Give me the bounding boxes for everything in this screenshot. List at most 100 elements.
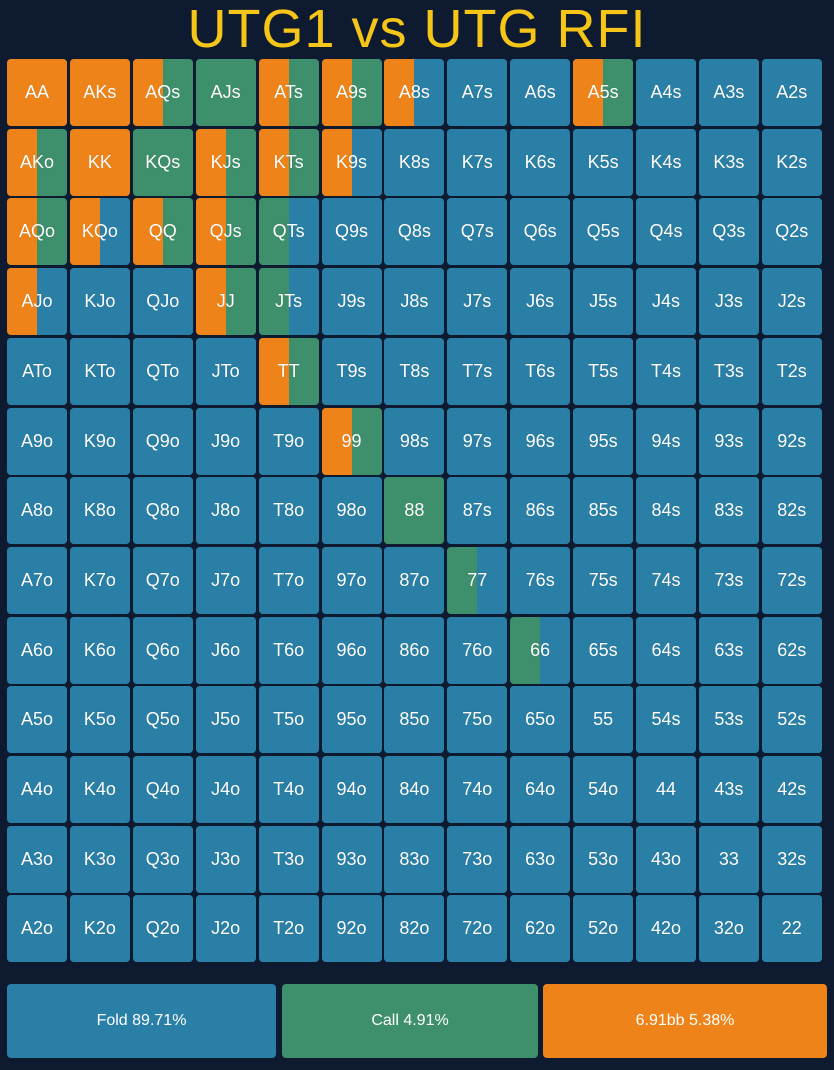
hand-cell-Q9o[interactable]: Q9o xyxy=(132,407,193,475)
legend-raise[interactable]: 6.91bb 5.38% xyxy=(543,984,827,1058)
hand-cell-T6s[interactable]: T6s xyxy=(510,337,571,405)
hand-cell-T8o[interactable]: T8o xyxy=(258,477,319,545)
hand-cell-53s[interactable]: 53s xyxy=(698,686,759,754)
hand-cell-K9s[interactable]: K9s xyxy=(321,128,382,196)
hand-cell-J6s[interactable]: J6s xyxy=(510,268,571,336)
hand-cell-K5s[interactable]: K5s xyxy=(573,128,634,196)
hand-cell-K8o[interactable]: K8o xyxy=(69,477,130,545)
hand-cell-T4s[interactable]: T4s xyxy=(636,337,696,405)
hand-cell-J7o[interactable]: J7o xyxy=(195,546,256,614)
hand-cell-84o[interactable]: 84o xyxy=(384,756,445,823)
hand-cell-QJo[interactable]: QJo xyxy=(132,268,193,336)
hand-cell-A2s[interactable]: A2s xyxy=(761,59,822,126)
hand-cell-Q7s[interactable]: Q7s xyxy=(447,198,508,266)
hand-cell-K2s[interactable]: K2s xyxy=(761,128,822,196)
hand-cell-A7s[interactable]: A7s xyxy=(447,59,508,126)
hand-cell-75s[interactable]: 75s xyxy=(573,546,634,614)
hand-cell-Q6o[interactable]: Q6o xyxy=(132,616,193,684)
hand-cell-A9o[interactable]: A9o xyxy=(7,407,67,475)
hand-cell-TT[interactable]: TT xyxy=(258,337,319,405)
hand-cell-K4o[interactable]: K4o xyxy=(69,756,130,823)
hand-cell-QQ[interactable]: QQ xyxy=(132,198,193,266)
hand-cell-ATo[interactable]: ATo xyxy=(7,337,67,405)
hand-cell-AJo[interactable]: AJo xyxy=(7,268,67,336)
hand-cell-T5o[interactable]: T5o xyxy=(258,686,319,754)
hand-cell-72o[interactable]: 72o xyxy=(447,895,508,963)
hand-cell-63o[interactable]: 63o xyxy=(510,825,571,893)
hand-cell-98o[interactable]: 98o xyxy=(321,477,382,545)
hand-cell-J9o[interactable]: J9o xyxy=(195,407,256,475)
hand-cell-87s[interactable]: 87s xyxy=(447,477,508,545)
hand-cell-97s[interactable]: 97s xyxy=(447,407,508,475)
hand-cell-K3s[interactable]: K3s xyxy=(698,128,759,196)
hand-cell-T7o[interactable]: T7o xyxy=(258,546,319,614)
hand-cell-83o[interactable]: 83o xyxy=(384,825,445,893)
hand-cell-QTo[interactable]: QTo xyxy=(132,337,193,405)
hand-cell-64s[interactable]: 64s xyxy=(636,616,696,684)
hand-cell-75o[interactable]: 75o xyxy=(447,686,508,754)
hand-cell-55[interactable]: 55 xyxy=(573,686,634,754)
hand-cell-95s[interactable]: 95s xyxy=(573,407,634,475)
hand-cell-T6o[interactable]: T6o xyxy=(258,616,319,684)
hand-cell-ATs[interactable]: ATs xyxy=(258,59,319,126)
hand-cell-Q4o[interactable]: Q4o xyxy=(132,756,193,823)
hand-cell-J5s[interactable]: J5s xyxy=(573,268,634,336)
hand-cell-85o[interactable]: 85o xyxy=(384,686,445,754)
legend-fold[interactable]: Fold 89.71% xyxy=(7,984,276,1058)
hand-cell-33[interactable]: 33 xyxy=(698,825,759,893)
hand-cell-65s[interactable]: 65s xyxy=(573,616,634,684)
hand-cell-AKs[interactable]: AKs xyxy=(69,59,130,126)
hand-cell-65o[interactable]: 65o xyxy=(510,686,571,754)
hand-cell-J7s[interactable]: J7s xyxy=(447,268,508,336)
hand-cell-95o[interactable]: 95o xyxy=(321,686,382,754)
hand-cell-43o[interactable]: 43o xyxy=(636,825,696,893)
hand-cell-A6o[interactable]: A6o xyxy=(7,616,67,684)
hand-cell-Q8s[interactable]: Q8s xyxy=(384,198,445,266)
hand-cell-T9o[interactable]: T9o xyxy=(258,407,319,475)
hand-cell-Q2o[interactable]: Q2o xyxy=(132,895,193,963)
hand-cell-T7s[interactable]: T7s xyxy=(447,337,508,405)
hand-cell-96o[interactable]: 96o xyxy=(321,616,382,684)
hand-cell-94o[interactable]: 94o xyxy=(321,756,382,823)
hand-cell-K6s[interactable]: K6s xyxy=(510,128,571,196)
hand-cell-AQo[interactable]: AQo xyxy=(7,198,67,266)
hand-cell-J8o[interactable]: J8o xyxy=(195,477,256,545)
hand-cell-83s[interactable]: 83s xyxy=(698,477,759,545)
hand-cell-K2o[interactable]: K2o xyxy=(69,895,130,963)
hand-cell-KJs[interactable]: KJs xyxy=(195,128,256,196)
hand-cell-A3s[interactable]: A3s xyxy=(698,59,759,126)
hand-cell-AQs[interactable]: AQs xyxy=(132,59,193,126)
legend-call[interactable]: Call 4.91% xyxy=(282,984,538,1058)
hand-cell-22[interactable]: 22 xyxy=(761,895,822,963)
hand-cell-44[interactable]: 44 xyxy=(636,756,696,823)
hand-cell-A9s[interactable]: A9s xyxy=(321,59,382,126)
hand-cell-98s[interactable]: 98s xyxy=(384,407,445,475)
hand-cell-JTs[interactable]: JTs xyxy=(258,268,319,336)
hand-cell-97o[interactable]: 97o xyxy=(321,546,382,614)
hand-cell-AA[interactable]: AA xyxy=(7,59,67,126)
hand-cell-T8s[interactable]: T8s xyxy=(384,337,445,405)
hand-cell-KJo[interactable]: KJo xyxy=(69,268,130,336)
hand-cell-K6o[interactable]: K6o xyxy=(69,616,130,684)
hand-cell-Q5s[interactable]: Q5s xyxy=(573,198,634,266)
hand-cell-Q9s[interactable]: Q9s xyxy=(321,198,382,266)
hand-cell-77[interactable]: 77 xyxy=(447,546,508,614)
hand-cell-A4s[interactable]: A4s xyxy=(636,59,696,126)
hand-cell-72s[interactable]: 72s xyxy=(761,546,822,614)
hand-cell-42s[interactable]: 42s xyxy=(761,756,822,823)
hand-cell-KQo[interactable]: KQo xyxy=(69,198,130,266)
hand-cell-54s[interactable]: 54s xyxy=(636,686,696,754)
hand-cell-KTs[interactable]: KTs xyxy=(258,128,319,196)
hand-cell-K9o[interactable]: K9o xyxy=(69,407,130,475)
hand-cell-J2s[interactable]: J2s xyxy=(761,268,822,336)
hand-cell-93o[interactable]: 93o xyxy=(321,825,382,893)
hand-cell-T2s[interactable]: T2s xyxy=(761,337,822,405)
hand-cell-QJs[interactable]: QJs xyxy=(195,198,256,266)
hand-cell-K4s[interactable]: K4s xyxy=(636,128,696,196)
hand-cell-Q2s[interactable]: Q2s xyxy=(761,198,822,266)
hand-cell-88[interactable]: 88 xyxy=(384,477,445,545)
hand-cell-74s[interactable]: 74s xyxy=(636,546,696,614)
hand-cell-A6s[interactable]: A6s xyxy=(510,59,571,126)
hand-cell-92s[interactable]: 92s xyxy=(761,407,822,475)
hand-cell-42o[interactable]: 42o xyxy=(636,895,696,963)
